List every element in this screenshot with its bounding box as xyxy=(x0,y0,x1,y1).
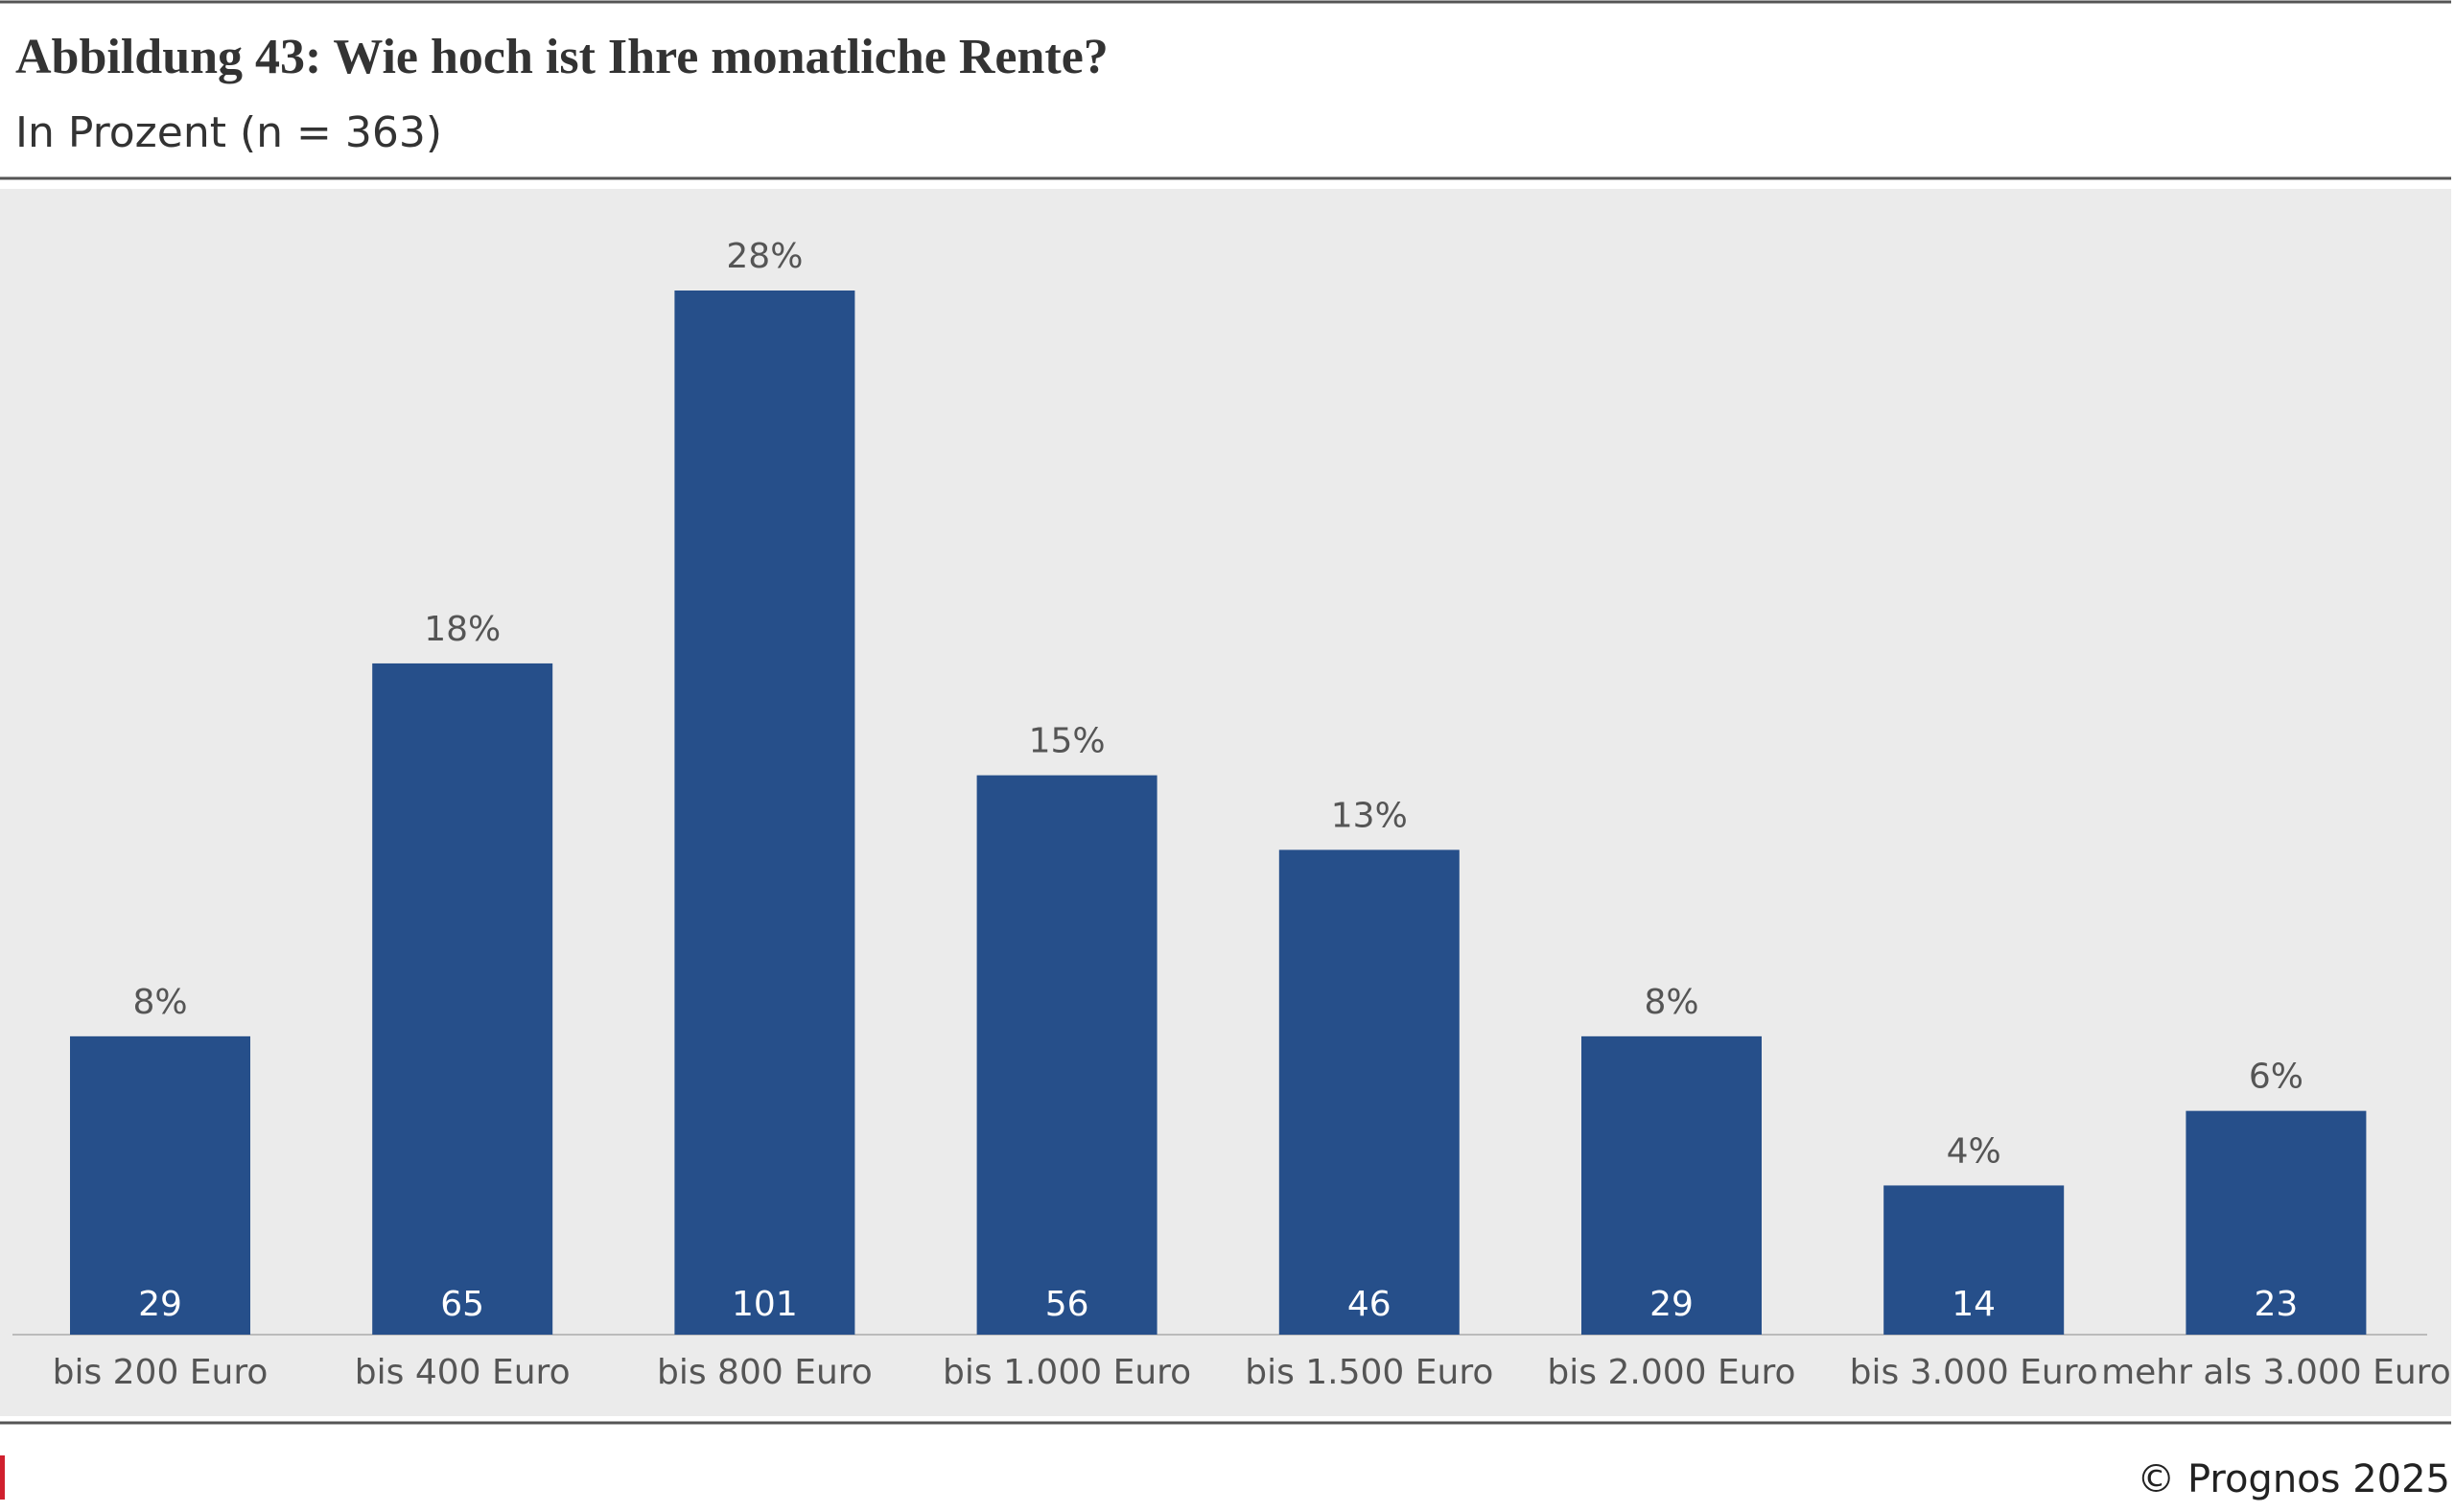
count-label: 101 xyxy=(732,1285,798,1324)
bar xyxy=(1581,1035,1762,1335)
accent-mark xyxy=(0,1455,5,1500)
x-tick-label: bis 2.000 Euro xyxy=(1547,1353,1795,1392)
value-label: 6% xyxy=(2249,1058,2303,1097)
count-label: 23 xyxy=(2254,1285,2298,1324)
count-label: 29 xyxy=(138,1285,182,1324)
value-label: 28% xyxy=(726,237,803,276)
count-label: 65 xyxy=(440,1285,484,1324)
value-label: 15% xyxy=(1029,722,1106,761)
x-tick-label: bis 800 Euro xyxy=(657,1353,873,1392)
count-label: 29 xyxy=(1649,1285,1694,1324)
chart-subtitle: In Prozent (n = 363) xyxy=(15,108,442,157)
value-label: 18% xyxy=(424,610,501,649)
x-tick-label: bis 1.000 Euro xyxy=(943,1353,1191,1392)
count-label: 14 xyxy=(1952,1285,1996,1324)
value-label: 8% xyxy=(1644,983,1698,1022)
bar xyxy=(70,1035,250,1335)
footer: © Prognos 2025 xyxy=(2137,1457,2450,1501)
bar xyxy=(2186,1110,2367,1335)
value-label: 8% xyxy=(132,983,187,1022)
bar xyxy=(1883,1185,2065,1335)
chart-title: Abbildung 43: Wie hoch ist Ihre monatlic… xyxy=(15,30,1109,84)
count-label: 56 xyxy=(1045,1285,1089,1324)
bar xyxy=(1278,849,1460,1335)
x-tick-label: bis 400 Euro xyxy=(355,1353,571,1392)
value-label: 13% xyxy=(1331,796,1408,835)
bar xyxy=(674,291,855,1335)
count-label: 46 xyxy=(1347,1285,1391,1324)
x-tick-label: bis 1.500 Euro xyxy=(1245,1353,1493,1392)
bar xyxy=(976,775,1157,1335)
bar xyxy=(372,663,553,1335)
x-tick-label: bis 3.000 Euro xyxy=(1850,1353,2098,1392)
value-label: 4% xyxy=(1947,1131,2001,1171)
x-tick-label: mehr als 3.000 Euro xyxy=(2101,1353,2451,1392)
x-tick-label: bis 200 Euro xyxy=(53,1353,269,1392)
plot-background xyxy=(0,189,2451,1416)
